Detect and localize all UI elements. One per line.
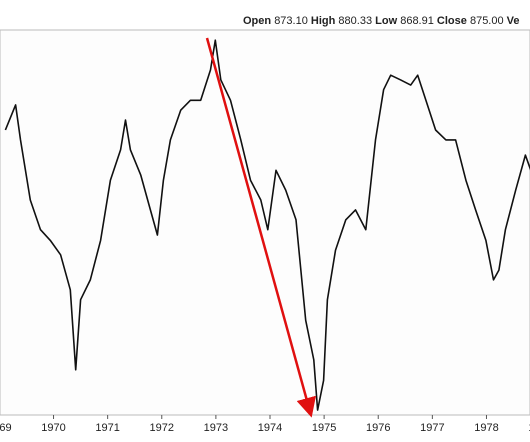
plot-area (0, 29, 530, 416)
x-tick-label: 1969 (0, 422, 12, 434)
ohlc-item: 873.10 (274, 15, 308, 27)
x-tick-label: 1975 (312, 422, 336, 434)
ohlc-item: Close (437, 15, 467, 27)
plot: 1969 1970 1971 1972 1973 1974 1975 1976 1977 1978… (0, 39, 530, 434)
ohlc-text: Open 873.10 High 880.33 Low 868.91 Close… (243, 15, 520, 27)
ohlc-item: Ve (507, 15, 520, 27)
x-tick-label: 1971 (95, 422, 119, 434)
x-tick-label: 1977 (420, 422, 444, 434)
header: Open 873.10 High 880.33 Low 868.91 Close… (243, 15, 520, 27)
x-tick-label: 1976 (366, 422, 390, 434)
ohlc-item: 875.00 (470, 15, 504, 27)
x-tick-label: 1979 (528, 422, 530, 434)
x-tick-label: 1973 (204, 422, 228, 434)
ohlc-item: High (311, 15, 336, 27)
x-tick-label: 1970 (41, 422, 65, 434)
x-tick-label: 1972 (150, 422, 174, 434)
price-line (4, 39, 530, 411)
ohlc-item: Low (375, 15, 397, 27)
ohlc-item: 880.33 (338, 15, 372, 27)
x-tick-label: 1978 (474, 422, 498, 434)
trend-arrow (205, 37, 316, 418)
x-tick-label: 1974 (258, 422, 282, 434)
ohlc-item: Open (243, 15, 271, 27)
ohlc-item: 868.91 (400, 15, 434, 27)
